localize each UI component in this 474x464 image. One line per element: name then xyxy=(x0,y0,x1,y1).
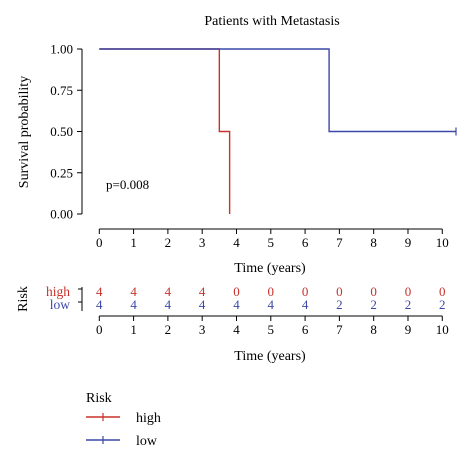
risk-count-low: 2 xyxy=(439,297,446,312)
risk-x-tick-label: 4 xyxy=(233,322,240,337)
risk-count-low: 2 xyxy=(336,297,343,312)
legend-title: Risk xyxy=(86,391,112,406)
risk-table-axes: 0 1 2 3 4 5 6 7 8 9 10 xyxy=(78,287,449,337)
risk-count-high: 0 xyxy=(405,284,412,299)
risk-count-high: 4 xyxy=(96,284,103,299)
survival-curve-low xyxy=(99,48,456,133)
y-tick-label: 0.00 xyxy=(50,207,73,222)
risk-count-low: 4 xyxy=(165,297,172,312)
y-tick-label: 0.75 xyxy=(50,83,73,98)
x-tick-label: 10 xyxy=(436,235,449,250)
risk-x-tick-label: 1 xyxy=(130,322,137,337)
risk-x-tick-label: 0 xyxy=(96,322,103,337)
risk-x-tick-label: 5 xyxy=(268,322,275,337)
chart-title: Patients with Metastasis xyxy=(204,14,339,29)
y-axis-label: Survival probability xyxy=(17,76,32,188)
risk-x-tick-label: 3 xyxy=(199,322,206,337)
risk-count-high: 4 xyxy=(199,284,206,299)
p-value-annotation: p=0.008 xyxy=(106,177,149,192)
risk-count-high: 4 xyxy=(165,284,172,299)
y-tick-label: 0.50 xyxy=(50,124,73,139)
risk-count-high: 0 xyxy=(336,284,343,299)
x-axis-label: Time (years) xyxy=(234,261,306,276)
x-tick-label: 5 xyxy=(268,235,275,250)
legend-label-high: high xyxy=(136,411,161,426)
risk-x-tick-label: 2 xyxy=(165,322,172,337)
legend-label-low: low xyxy=(136,434,158,449)
risk-x-tick-label: 6 xyxy=(302,322,309,337)
risk-count-low: 4 xyxy=(96,297,103,312)
x-tick-label: 7 xyxy=(336,235,343,250)
risk-x-tick-label: 9 xyxy=(405,322,412,337)
x-tick-label: 9 xyxy=(405,235,412,250)
risk-row-label-low: low xyxy=(50,297,71,312)
risk-count-low: 4 xyxy=(233,297,240,312)
risk-count-high: 0 xyxy=(370,284,377,299)
risk-x-tick-label: 7 xyxy=(336,322,343,337)
risk-row-label-high: high xyxy=(46,284,70,299)
x-tick-label: 1 xyxy=(130,235,137,250)
x-tick-label: 2 xyxy=(165,235,172,250)
y-tick-label: 0.25 xyxy=(50,165,73,180)
risk-count-high: 4 xyxy=(130,284,137,299)
risk-count-low: 4 xyxy=(199,297,206,312)
x-tick-label: 6 xyxy=(302,235,309,250)
risk-count-low: 4 xyxy=(130,297,137,312)
risk-x-tick-label: 8 xyxy=(370,322,377,337)
y-tick-label: 1.00 xyxy=(50,42,73,57)
x-tick-label: 4 xyxy=(233,235,240,250)
x-tick-label: 0 xyxy=(96,235,103,250)
risk-count-high: 0 xyxy=(302,284,309,299)
x-tick-label: 3 xyxy=(199,235,206,250)
risk-table-title: Risk xyxy=(16,286,31,312)
risk-count-low: 4 xyxy=(268,297,275,312)
risk-count-high: 0 xyxy=(268,284,275,299)
risk-count-high: 0 xyxy=(233,284,240,299)
main-plot-axes: 0.00 0.25 0.50 0.75 1.00 0 1 2 3 4 5 6 7 8 9 10 xyxy=(50,42,449,251)
risk-count-low: 4 xyxy=(302,297,309,312)
risk-count-low: 2 xyxy=(370,297,377,312)
x-tick-label: 8 xyxy=(370,235,377,250)
risk-count-high: 0 xyxy=(439,284,446,299)
risk-x-axis-label: Time (years) xyxy=(234,349,306,364)
main-plot-series xyxy=(99,48,457,214)
risk-count-low: 2 xyxy=(405,297,412,312)
risk-x-tick-label: 10 xyxy=(436,322,449,337)
legend: Risk high low xyxy=(86,391,161,449)
